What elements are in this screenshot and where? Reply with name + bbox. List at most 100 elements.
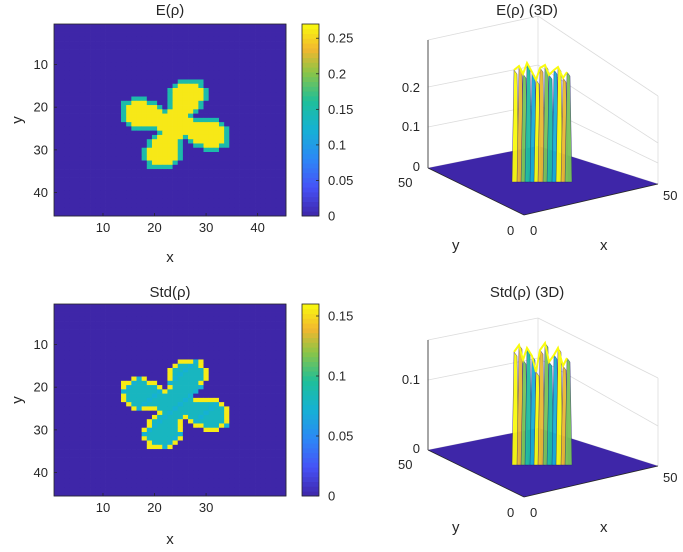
heatmap-cell bbox=[193, 406, 199, 412]
heatmap-cell bbox=[203, 444, 210, 450]
heatmap-cell bbox=[126, 449, 132, 454]
heatmap-cell bbox=[59, 75, 65, 80]
heatmap-cell bbox=[157, 350, 163, 356]
heatmap-cell bbox=[280, 350, 287, 356]
heatmap-cell bbox=[260, 376, 266, 382]
colorbar-segment bbox=[302, 187, 319, 193]
heatmap-cell bbox=[105, 79, 112, 85]
heatmap-cell bbox=[84, 32, 91, 38]
heatmap-cell bbox=[59, 316, 65, 322]
heatmap-cell bbox=[162, 368, 168, 373]
colorbar-tick-label: 0.15 bbox=[328, 102, 353, 117]
heatmap-cell bbox=[234, 211, 240, 217]
heatmap-cell bbox=[121, 211, 127, 217]
heatmap-cell bbox=[270, 207, 277, 213]
heatmap-cell bbox=[64, 308, 70, 313]
heatmap-cell bbox=[218, 75, 225, 80]
heatmap-cell bbox=[126, 122, 132, 127]
heatmap-cell bbox=[167, 70, 173, 76]
mean-heatmap-cells bbox=[54, 24, 287, 217]
std-surface-xtick-min: 0 bbox=[530, 505, 537, 520]
heatmap-cell bbox=[69, 122, 75, 127]
heatmap-cell bbox=[105, 346, 112, 352]
heatmap-cell bbox=[157, 28, 163, 33]
heatmap-cell bbox=[172, 393, 179, 399]
heatmap-cell bbox=[167, 41, 173, 46]
heatmap-cell bbox=[193, 122, 199, 127]
heatmap-cell bbox=[260, 75, 266, 80]
heatmap-cell bbox=[84, 406, 91, 412]
heatmap-cell bbox=[151, 308, 158, 313]
heatmap-cell bbox=[260, 134, 266, 140]
colorbar-segment bbox=[302, 385, 319, 391]
heatmap-cell bbox=[275, 126, 282, 132]
heatmap-cell bbox=[198, 139, 204, 144]
heatmap-cell bbox=[177, 139, 184, 144]
heatmap-cell bbox=[208, 436, 215, 441]
heatmap-cell bbox=[177, 304, 184, 309]
colorbar-tick-label: 0.25 bbox=[328, 31, 353, 46]
heatmap-cell bbox=[229, 96, 235, 102]
heatmap-cell bbox=[193, 321, 199, 326]
heatmap-cell bbox=[177, 190, 184, 196]
heatmap-cell bbox=[136, 143, 142, 149]
colorbar-segment bbox=[302, 91, 319, 97]
heatmap-cell bbox=[208, 440, 215, 446]
heatmap-cell bbox=[151, 53, 158, 59]
heatmap-cell bbox=[79, 83, 86, 89]
heatmap-cell bbox=[167, 96, 173, 102]
heatmap-cell bbox=[244, 83, 251, 89]
heatmap-cell bbox=[213, 117, 220, 123]
heatmap-cell bbox=[218, 147, 225, 153]
heatmap-cell bbox=[59, 389, 65, 394]
heatmap-cell bbox=[151, 402, 158, 407]
heatmap-cell bbox=[280, 143, 287, 149]
heatmap-cell bbox=[146, 143, 153, 149]
heatmap-cell bbox=[54, 160, 60, 166]
heatmap-cell bbox=[244, 457, 251, 463]
heatmap-cell bbox=[249, 312, 256, 318]
heatmap-cell bbox=[244, 487, 251, 493]
heatmap-cell bbox=[74, 156, 81, 161]
heatmap-cell bbox=[260, 79, 266, 85]
heatmap-cell bbox=[203, 368, 210, 373]
heatmap-cell bbox=[69, 105, 75, 110]
heatmap-cell bbox=[95, 36, 101, 42]
heatmap-cell bbox=[255, 143, 261, 149]
heatmap-cell bbox=[182, 368, 189, 373]
heatmap-cell bbox=[59, 385, 65, 390]
heatmap-cell bbox=[59, 444, 65, 450]
heatmap-cell bbox=[239, 173, 246, 178]
heatmap-cell bbox=[275, 419, 282, 424]
heatmap-cell bbox=[177, 449, 184, 454]
heatmap-cell bbox=[260, 483, 266, 488]
heatmap-cell bbox=[141, 393, 148, 399]
heatmap-cell bbox=[151, 432, 158, 437]
heatmap-cell bbox=[270, 423, 277, 429]
heatmap-cell bbox=[249, 363, 256, 369]
heatmap-cell bbox=[177, 470, 184, 476]
heatmap-cell bbox=[126, 147, 132, 153]
heatmap-cell bbox=[270, 105, 277, 110]
heatmap-cell bbox=[213, 100, 220, 106]
heatmap-cell bbox=[131, 325, 137, 330]
heatmap-cell bbox=[280, 372, 287, 377]
heatmap-cell bbox=[203, 350, 210, 356]
heatmap-cell bbox=[234, 325, 240, 330]
heatmap-cell bbox=[182, 177, 189, 183]
heatmap-cell bbox=[69, 88, 75, 93]
heatmap-cell bbox=[90, 32, 96, 38]
heatmap-cell bbox=[213, 194, 220, 200]
heatmap-cell bbox=[146, 53, 153, 59]
heatmap-cell bbox=[229, 321, 235, 326]
heatmap-cell bbox=[203, 49, 210, 55]
heatmap-cell bbox=[249, 389, 256, 394]
heatmap-cell bbox=[193, 36, 199, 42]
heatmap-cell bbox=[100, 487, 106, 493]
heatmap-cell bbox=[234, 75, 240, 80]
heatmap-cell bbox=[260, 423, 266, 429]
heatmap-cell bbox=[275, 350, 282, 356]
heatmap-cell bbox=[79, 194, 86, 200]
heatmap-cell bbox=[255, 440, 261, 446]
heatmap-cell bbox=[193, 207, 199, 213]
